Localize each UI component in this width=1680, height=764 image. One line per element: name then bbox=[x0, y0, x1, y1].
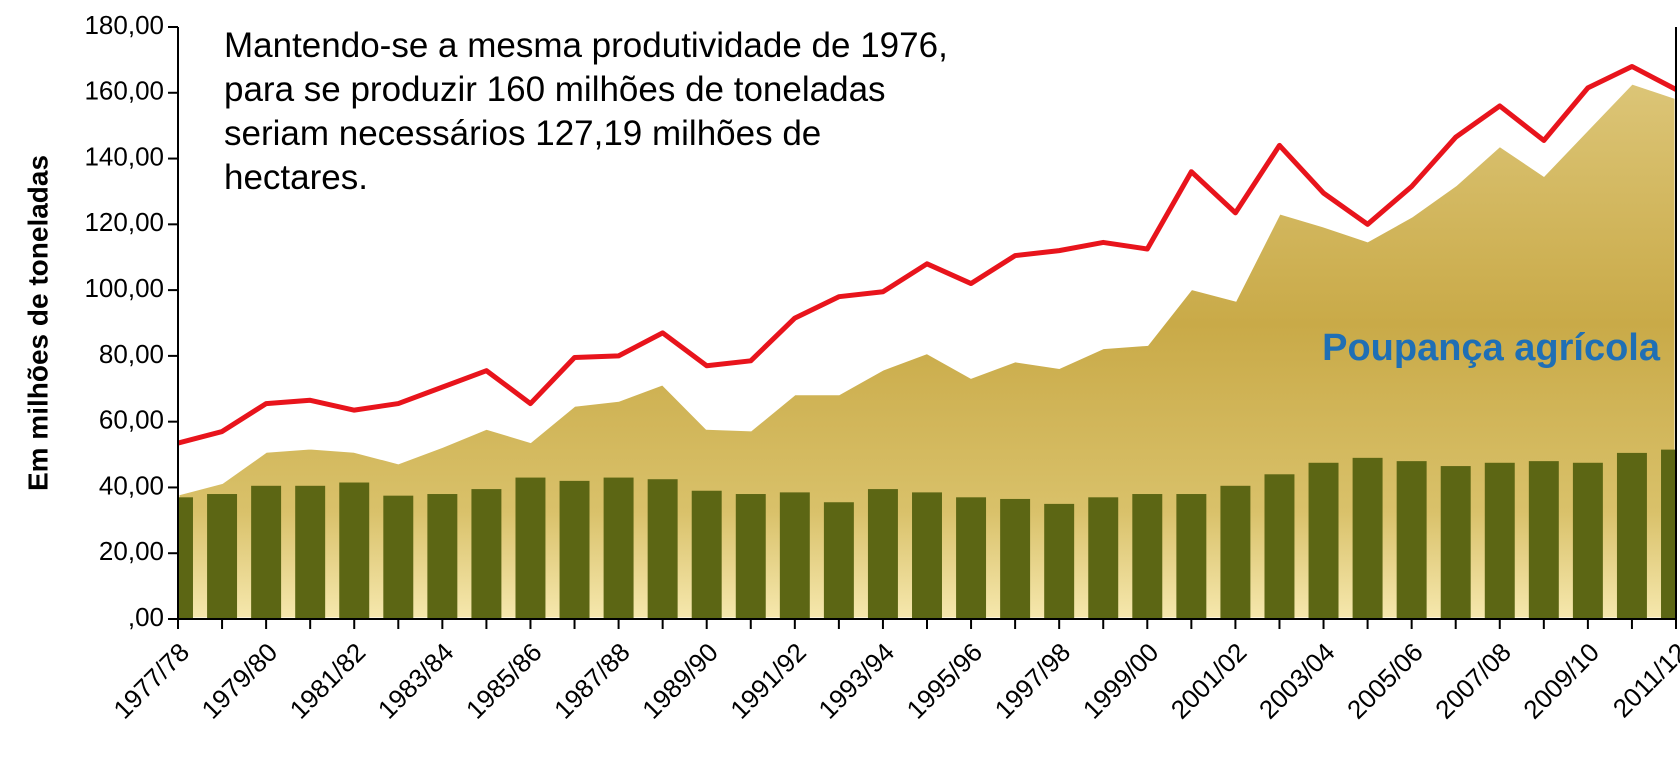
bar bbox=[1264, 474, 1295, 619]
bar bbox=[295, 485, 326, 619]
y-axis-label: Em milhões de toneladas bbox=[22, 155, 53, 491]
y-tick-label: 60,00 bbox=[99, 405, 164, 435]
bar bbox=[779, 492, 810, 619]
x-tick-label: 2003/04 bbox=[1253, 637, 1341, 725]
bar bbox=[647, 479, 678, 619]
bar bbox=[251, 485, 282, 619]
y-tick-label: 100,00 bbox=[84, 273, 164, 303]
x-tick-label: 1983/84 bbox=[372, 637, 460, 725]
bar bbox=[1396, 461, 1427, 619]
bar bbox=[1440, 466, 1471, 619]
bar bbox=[207, 494, 238, 619]
bar bbox=[339, 482, 370, 619]
y-tick-label: 40,00 bbox=[99, 470, 164, 500]
annotation-line: Mantendo-se a mesma produtividade de 197… bbox=[224, 26, 948, 65]
x-tick-label: 2011/12 bbox=[1607, 637, 1680, 723]
y-tick-label: 120,00 bbox=[84, 207, 164, 237]
line bbox=[178, 63, 1676, 446]
bar bbox=[471, 489, 502, 619]
area bbox=[178, 81, 1676, 621]
y-tick-label: 20,00 bbox=[99, 536, 164, 566]
bar bbox=[691, 490, 722, 619]
bar bbox=[1528, 461, 1559, 619]
bar bbox=[1308, 462, 1339, 619]
axes bbox=[168, 26, 1677, 629]
bar bbox=[515, 477, 546, 619]
bar bbox=[427, 494, 458, 619]
x-tick-label: 2001/02 bbox=[1165, 637, 1253, 725]
x-tick-label: 1999/00 bbox=[1077, 637, 1165, 725]
x-tick-label: 1991/92 bbox=[724, 637, 812, 725]
x-tick-label: 1993/94 bbox=[812, 637, 900, 725]
x-tick-label: 1987/88 bbox=[548, 637, 636, 725]
bar bbox=[912, 492, 942, 619]
x-tick-label: 1989/90 bbox=[636, 637, 724, 725]
bar bbox=[1572, 462, 1603, 619]
bar bbox=[383, 495, 414, 619]
x-tick-label: 2009/10 bbox=[1517, 637, 1605, 725]
bar bbox=[823, 502, 854, 619]
annotation-line: seriam necessários 127,19 milhões de bbox=[224, 114, 821, 153]
x-tick-label: 1985/86 bbox=[460, 637, 548, 725]
y-tick-label: 140,00 bbox=[84, 141, 164, 171]
bar bbox=[1088, 497, 1119, 619]
bar bbox=[1132, 494, 1163, 619]
y-tick-label: ,00 bbox=[128, 602, 164, 632]
x-tick-label: 1977/78 bbox=[107, 637, 195, 725]
bar bbox=[1176, 494, 1207, 619]
bar bbox=[178, 497, 193, 619]
bar bbox=[1000, 498, 1031, 619]
bar bbox=[1220, 485, 1251, 619]
x-tick-label: 2005/06 bbox=[1341, 637, 1429, 725]
bar bbox=[1484, 462, 1515, 619]
annotation-line: para se produzir 160 milhões de tonelada… bbox=[224, 70, 886, 109]
y-tick-label: 160,00 bbox=[84, 76, 164, 106]
x-tick-label: 1997/98 bbox=[989, 637, 1077, 725]
bar bbox=[1661, 449, 1676, 619]
x-tick-label: 1981/82 bbox=[284, 637, 372, 725]
bar bbox=[1616, 452, 1647, 619]
x-tick-label: 2007/08 bbox=[1429, 637, 1517, 725]
bar bbox=[1044, 503, 1075, 619]
y-tick-label: 180,00 bbox=[84, 10, 164, 40]
bar bbox=[603, 477, 634, 619]
plot-area bbox=[178, 63, 1676, 621]
bar bbox=[867, 489, 898, 619]
area-label: Poupança agrícola bbox=[1322, 327, 1661, 369]
annotation: Mantendo-se a mesma produtividade de 197… bbox=[224, 26, 948, 197]
annotation-line: hectares. bbox=[224, 158, 368, 197]
y-tick-label: 80,00 bbox=[99, 339, 164, 369]
bar bbox=[559, 480, 590, 619]
x-tick-label: 1979/80 bbox=[196, 637, 284, 725]
bar bbox=[1352, 457, 1383, 619]
bar bbox=[735, 494, 766, 619]
bar bbox=[956, 497, 987, 619]
x-tick-label: 1995/96 bbox=[900, 637, 988, 725]
